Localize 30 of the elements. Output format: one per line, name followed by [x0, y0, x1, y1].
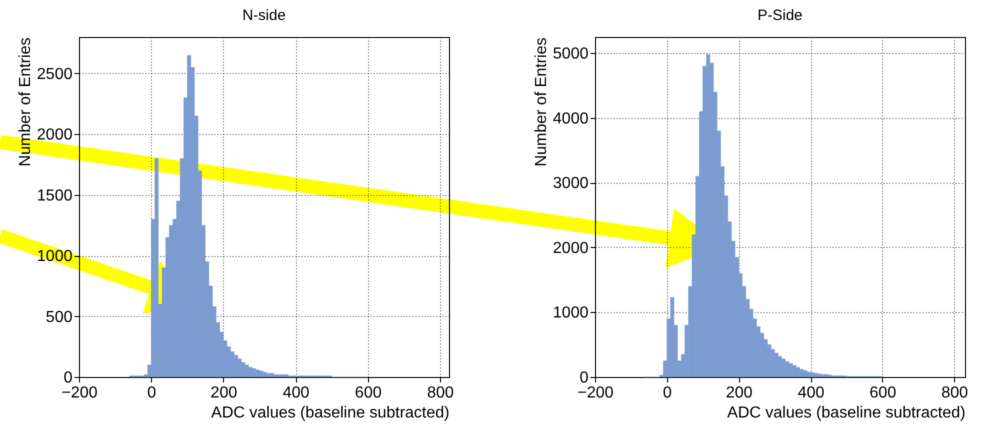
y-tick-label: 1500: [36, 187, 73, 204]
x-tick-label: 400: [282, 384, 310, 402]
y-tick-label: 2000: [552, 240, 589, 257]
y-tick-label: 0: [64, 370, 73, 386]
y-tick-label: 0: [580, 370, 589, 386]
y-tick-label: 5000: [552, 46, 589, 63]
y-tick-label: 3000: [552, 175, 589, 192]
y-axis-title: Number of Entries: [532, 38, 550, 166]
x-tick-label: −200: [577, 384, 614, 402]
x-tick-label: 800: [427, 384, 454, 402]
x-tick-label: −200: [61, 384, 98, 402]
x-axis-title: ADC values (baseline subtracted): [727, 404, 966, 422]
y-tick-label: 1000: [36, 248, 73, 266]
x-tick-label: 200: [210, 384, 238, 402]
y-tick-label: 1000: [552, 304, 589, 322]
chart-title: P-Side: [757, 7, 803, 24]
y-tick-label: 2000: [36, 126, 73, 144]
x-tick-label: 800: [941, 384, 968, 402]
x-tick-label: 400: [798, 384, 824, 402]
chart-title: N-side: [242, 7, 286, 24]
y-tick-label: 4000: [552, 110, 589, 128]
x-tick-label: 0: [662, 384, 672, 402]
x-tick-label: 600: [870, 384, 896, 402]
y-tick-label: 2500: [36, 66, 73, 83]
x-axis-title: ADC values (baseline subtracted): [211, 404, 450, 422]
y-axis-title: Number of Entries: [16, 38, 34, 166]
y-tick-label: 500: [46, 308, 73, 326]
x-tick-label: 200: [726, 384, 753, 402]
x-tick-label: 600: [354, 384, 382, 402]
x-tick-label: 0: [147, 384, 156, 402]
